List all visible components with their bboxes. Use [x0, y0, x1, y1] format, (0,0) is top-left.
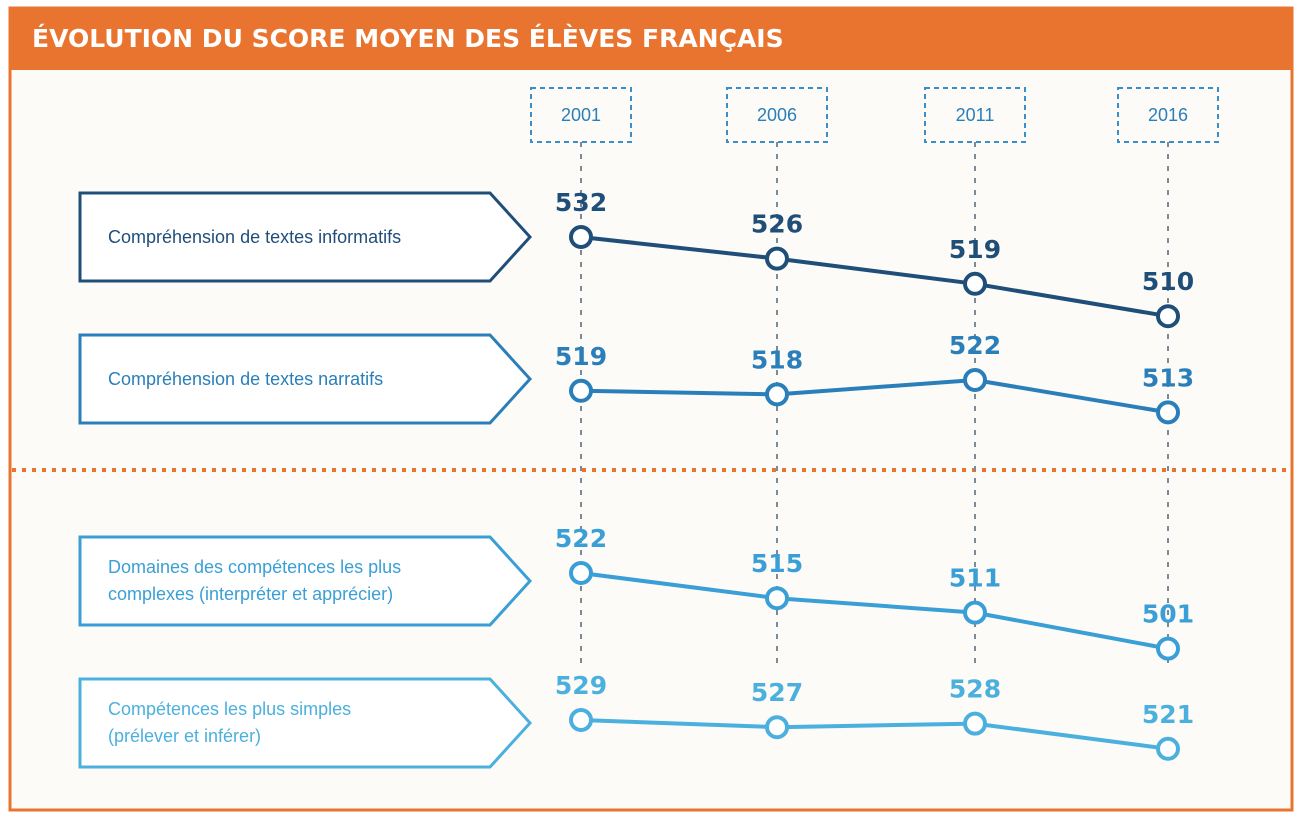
- value-label: 526: [751, 210, 803, 239]
- point: [765, 586, 789, 611]
- value-label: 501: [1142, 600, 1194, 629]
- value-label: 528: [949, 675, 1001, 704]
- point: [1156, 304, 1180, 329]
- point: [569, 378, 593, 403]
- legend-label: Compréhension de textes narratifs: [108, 368, 384, 389]
- point: [963, 271, 987, 296]
- value-label: 532: [555, 188, 607, 217]
- point: [1156, 400, 1180, 425]
- chart-title: ÉVOLUTION DU SCORE MOYEN DES ÉLÈVES FRAN…: [32, 24, 784, 53]
- point: [1156, 736, 1180, 761]
- series-label-box: [78, 191, 533, 283]
- year-box: [924, 87, 1026, 143]
- year-box: [530, 87, 632, 143]
- value-label: 527: [751, 678, 803, 707]
- point: [569, 225, 593, 249]
- series-label-box: [78, 677, 533, 769]
- point: [765, 715, 789, 740]
- value-label: 518: [751, 345, 803, 374]
- value-label: 522: [555, 524, 607, 553]
- point: [1156, 636, 1180, 661]
- point: [963, 711, 987, 736]
- value-label: 510: [1142, 267, 1194, 296]
- point: [765, 246, 789, 271]
- point: [569, 708, 593, 732]
- legend-label: Compétences les plus simples (prélever e…: [108, 699, 352, 746]
- x-tick-label: 2016: [1148, 105, 1188, 125]
- legend-label: Domaines des compétences les plus comple…: [108, 557, 402, 604]
- value-label: 529: [555, 671, 607, 700]
- point: [765, 382, 789, 407]
- point: [963, 368, 987, 392]
- series-line: [580, 571, 1169, 651]
- series-label-box: [78, 535, 533, 627]
- point: [569, 561, 593, 585]
- point: [963, 600, 987, 625]
- series-line: [580, 235, 1169, 319]
- series-line: [580, 718, 1169, 751]
- value-label: 519: [949, 235, 1001, 264]
- value-label: 521: [1142, 700, 1194, 729]
- value-label: 515: [751, 549, 803, 578]
- series-line: [580, 377, 1169, 415]
- series-label-box: [78, 333, 533, 425]
- value-label: 513: [1142, 363, 1194, 392]
- value-label: 519: [555, 342, 607, 371]
- x-tick-label: 2001: [561, 105, 601, 125]
- x-tick-label: 2011: [956, 105, 995, 125]
- value-label: 522: [949, 331, 1001, 360]
- x-tick-label: 2006: [757, 105, 797, 125]
- year-box: [726, 87, 828, 143]
- header: [10, 8, 1292, 70]
- legend-label: Compréhension de textes informatifs: [108, 226, 402, 247]
- year-box: [1117, 87, 1219, 143]
- value-label: 511: [949, 564, 1001, 593]
